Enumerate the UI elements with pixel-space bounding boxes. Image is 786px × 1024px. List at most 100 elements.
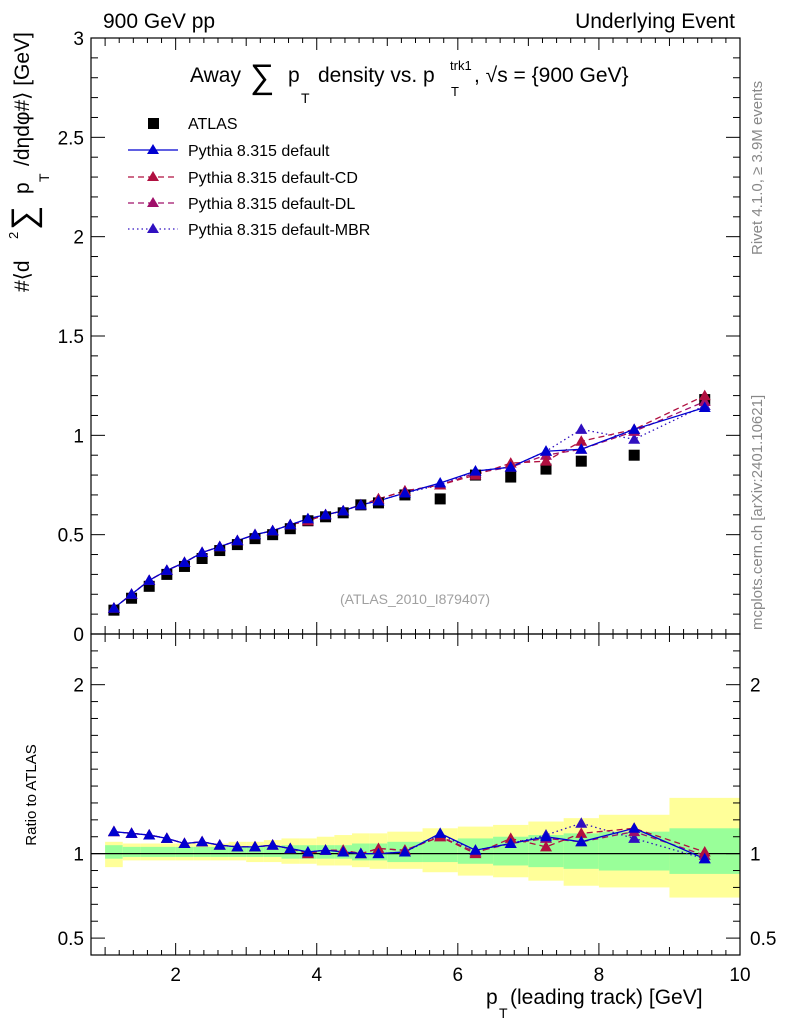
main-series-line-2 bbox=[113, 395, 706, 609]
ratio-y-label: Ratio to ATLAS bbox=[23, 744, 40, 845]
ylabel-sub-T: T bbox=[36, 173, 52, 182]
main-mc-point bbox=[628, 433, 641, 444]
ratio-band-inner bbox=[210, 846, 229, 858]
main-y-tick-label: 3 bbox=[73, 29, 84, 50]
main-y-tick-label: 2.5 bbox=[58, 128, 84, 149]
ratio-y-tick-label-right: 2 bbox=[750, 676, 761, 697]
xlabel-p: p bbox=[486, 986, 498, 1009]
main-mc-point bbox=[575, 423, 588, 434]
ratio-mc-point bbox=[337, 845, 350, 857]
main-mc-point bbox=[301, 512, 314, 524]
ratio-mc-point bbox=[469, 844, 482, 855]
atlas-data-point bbox=[628, 449, 640, 461]
atlas-data-point bbox=[143, 580, 155, 592]
legend: ATLAS Pythia 8.315 default Pythia 8.315 … bbox=[128, 116, 370, 239]
main-mc-point bbox=[398, 486, 411, 498]
main-mc-point bbox=[540, 445, 553, 456]
ratio-mc-point bbox=[504, 837, 517, 848]
main-mc-point bbox=[575, 435, 588, 446]
ylabel-close: /dηdφ#⟩ [GeV] bbox=[11, 32, 34, 166]
ratio-band-inner bbox=[263, 846, 282, 858]
ratio-mc-point bbox=[196, 835, 209, 847]
title-sup-trk1: trk1 bbox=[450, 58, 472, 73]
legend-entry-atlas: ATLAS bbox=[148, 116, 238, 133]
legend-cd-label: Pythia 8.315 default-CD bbox=[188, 170, 358, 187]
main-mc-point bbox=[504, 461, 517, 472]
ratio-y-tick-label-left: 1 bbox=[73, 845, 84, 866]
x-tick-label: 2 bbox=[170, 965, 181, 986]
ratio-band-inner bbox=[193, 846, 211, 858]
ratio-mc-point bbox=[213, 839, 226, 850]
legend-mbr-marker bbox=[147, 223, 159, 233]
main-y-tick-label: 0 bbox=[73, 625, 84, 646]
ratio-band-inner bbox=[246, 846, 264, 858]
title-p: p bbox=[288, 64, 300, 87]
ratio-mc-point bbox=[319, 844, 332, 855]
main-mc-point bbox=[284, 518, 297, 530]
ratio-band-inner bbox=[422, 840, 458, 863]
ratio-band-inner bbox=[228, 846, 247, 858]
legend-atlas-label: ATLAS bbox=[188, 116, 238, 133]
main-y-tick-label: 1 bbox=[73, 426, 84, 447]
mcplots-label: mcplots.cern.ch [arXiv:2401.10621] bbox=[749, 395, 766, 630]
main-title: Away ∑ p T density vs. p trk1 T , √s = {… bbox=[190, 58, 629, 106]
ratio-mc-point bbox=[266, 839, 279, 850]
ratio-mc-point bbox=[698, 852, 711, 864]
title-mid: density vs. p bbox=[318, 64, 435, 87]
atlas-data-point bbox=[196, 553, 208, 565]
legend-cd-marker bbox=[147, 171, 159, 181]
ylabel-p: p bbox=[11, 182, 34, 194]
x-tick-label: 6 bbox=[453, 965, 464, 986]
main-mc-point bbox=[540, 455, 553, 466]
x-tick-label: 8 bbox=[594, 965, 605, 986]
main-mc-point bbox=[249, 528, 262, 540]
title-sum-symbol: ∑ bbox=[250, 58, 274, 96]
main-mc-point bbox=[698, 395, 711, 407]
main-mc-point bbox=[178, 556, 191, 567]
main-mc-point bbox=[337, 504, 350, 516]
main-mc-point bbox=[107, 602, 120, 613]
ratio-series-group bbox=[107, 817, 711, 864]
legend-entry-dl: Pythia 8.315 default-DL bbox=[128, 196, 355, 213]
ratio-mc-point bbox=[540, 840, 553, 852]
atlas-data-point bbox=[540, 463, 552, 475]
ratio-mc-point bbox=[575, 817, 588, 828]
legend-atlas-marker bbox=[148, 118, 159, 129]
legend-mbr-label: Pythia 8.315 default-MBR bbox=[188, 222, 370, 239]
main-series-line-3 bbox=[113, 400, 705, 609]
ratio-mc-point bbox=[372, 847, 385, 859]
ratio-mc-point bbox=[354, 847, 367, 859]
ylabel-sup2: 2 bbox=[6, 232, 21, 239]
main-y-tick-label: 2 bbox=[73, 228, 84, 249]
main-mc-point bbox=[575, 443, 588, 454]
ratio-mc-point bbox=[160, 832, 173, 843]
legend-entry-default: Pythia 8.315 default bbox=[128, 143, 330, 160]
ratio-mc-point bbox=[107, 825, 120, 837]
legend-dl-label: Pythia 8.315 default-DL bbox=[188, 196, 355, 213]
ratio-mc-point bbox=[178, 837, 191, 848]
main-mc-point bbox=[231, 534, 244, 546]
ratio-uncertainty-bands bbox=[105, 797, 740, 898]
main-mc-point bbox=[354, 498, 367, 510]
ratio-mc-point bbox=[125, 827, 138, 838]
main-mc-point bbox=[160, 564, 173, 575]
ratio-mc-point bbox=[575, 835, 588, 847]
ratio-y-tick-label-left: 0.5 bbox=[58, 929, 84, 950]
ratio-mc-point bbox=[628, 832, 641, 843]
ratio-band-inner bbox=[158, 846, 176, 858]
ratio-band-inner bbox=[175, 846, 194, 858]
main-mc-point bbox=[213, 540, 226, 552]
title-sub-T: T bbox=[301, 90, 310, 106]
ratio-y-tick-label-left: 2 bbox=[73, 676, 84, 697]
main-mc-point bbox=[628, 423, 641, 434]
legend-default-marker bbox=[147, 144, 159, 154]
ratio-mc-point bbox=[575, 827, 588, 838]
main-mc-point bbox=[266, 524, 279, 536]
header-left-label: 900 GeV pp bbox=[103, 10, 215, 33]
ratio-band-inner bbox=[122, 846, 141, 858]
ratio-mc-point bbox=[398, 845, 411, 857]
ylabel-sum-symbol: ∑ bbox=[5, 206, 43, 230]
xlabel-rest: (leading track) [GeV] bbox=[510, 986, 703, 1009]
legend-entry-cd: Pythia 8.315 default-CD bbox=[128, 170, 358, 187]
analysis-watermark: (ATLAS_2010_I879407) bbox=[340, 591, 490, 607]
